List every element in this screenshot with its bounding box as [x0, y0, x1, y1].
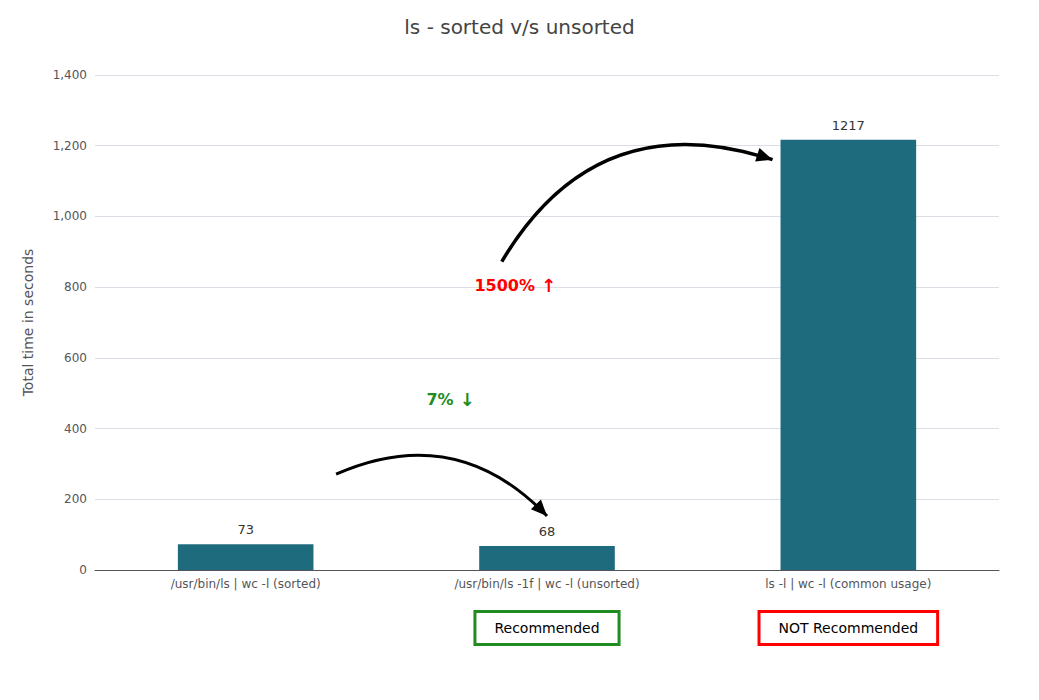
- svg-text:1500%: 1500%: [474, 276, 535, 295]
- svg-text:NOT Recommended: NOT Recommended: [779, 620, 919, 636]
- svg-text:↓: ↓: [460, 389, 475, 410]
- svg-text:600: 600: [64, 351, 87, 365]
- svg-text:1,200: 1,200: [53, 139, 87, 153]
- svg-text:800: 800: [64, 280, 87, 294]
- svg-text:7%: 7%: [426, 390, 453, 409]
- svg-text:400: 400: [64, 422, 87, 436]
- svg-text:/usr/bin/ls -1f | wc -l (unsor: /usr/bin/ls -1f | wc -l (unsorted): [454, 577, 639, 591]
- svg-text:1,000: 1,000: [53, 209, 87, 223]
- svg-text:Recommended: Recommended: [494, 620, 599, 636]
- svg-text:1217: 1217: [832, 118, 865, 133]
- svg-text:ls - sorted v/s unsorted: ls - sorted v/s unsorted: [404, 15, 634, 39]
- svg-text:Total time in seconds: Total time in seconds: [20, 249, 36, 398]
- svg-text:73: 73: [237, 522, 254, 537]
- svg-text:ls -l | wc -l (common usage): ls -l | wc -l (common usage): [765, 577, 931, 591]
- svg-text:↑: ↑: [541, 275, 556, 296]
- svg-text:/usr/bin/ls | wc -l (sorted): /usr/bin/ls | wc -l (sorted): [171, 577, 321, 591]
- svg-text:0: 0: [79, 563, 87, 577]
- svg-text:200: 200: [64, 492, 87, 506]
- svg-text:68: 68: [539, 524, 556, 539]
- svg-text:1,400: 1,400: [53, 68, 87, 82]
